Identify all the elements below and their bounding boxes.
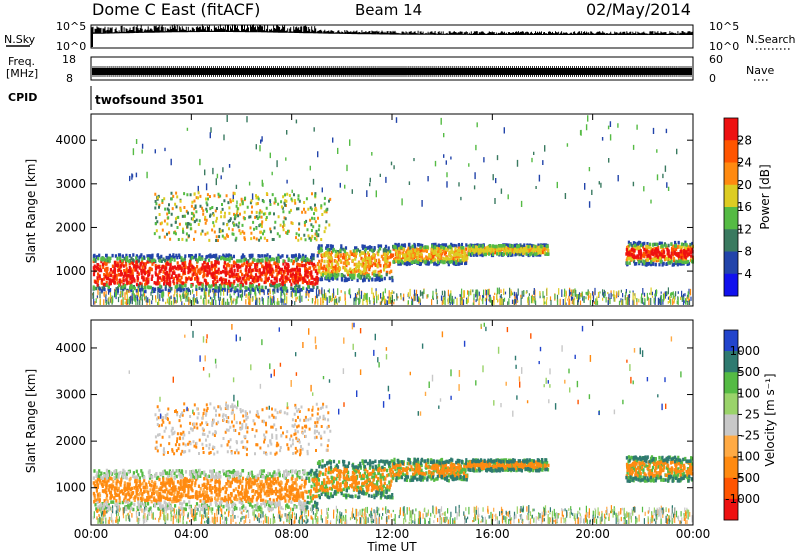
nsky-trace [90,24,693,47]
colorbar-swatch [724,229,738,252]
power-echo-cells [92,247,694,287]
freq-trace [90,66,692,77]
ytick-label: 4000 [55,341,86,355]
colorbar-tick-label: 8 [744,245,752,259]
velocity-ylabel: Slant Range [km] [24,369,38,473]
power-echo-cells [99,191,695,305]
freq-tick-bottom: 8 [66,72,73,85]
freq-tick-top: 18 [62,53,76,66]
colorbar-swatch [724,372,738,394]
nave-tick-bottom: 0 [709,72,716,85]
power-ylabel: Slant Range [km] [24,159,38,263]
velocity-echo-cells [172,327,667,409]
date-title: 02/May/2014 [586,0,691,19]
colorbar-swatch [724,351,738,373]
colorbar-tick-label: 20 [737,178,752,192]
colorbar-tick-label: 1000 [729,344,760,358]
velocity-panel: 1000 2000 3000 4000 00:00 04:00 08:00 12:00 16:… [24,114,777,554]
velocity-echo-cells [92,345,693,524]
freq-label: Freq. [8,55,35,68]
freq-panel: Freq. [MHz] 18 8 60 0 Nave [6,53,774,85]
xtick-label: 00:00 [676,527,711,541]
colorbar-frame [723,329,739,521]
colorbar-swatch [724,477,738,500]
power-colorbar: 4 8 12 16 20 24 28 [723,117,752,297]
velocity-xticks: 00:00 04:00 08:00 12:00 16:00 20:00 00:00 [74,114,711,541]
nave-label: Nave [746,64,774,77]
nsky-tick-bottom: 10^0 [56,40,86,53]
colorbar-swatch [724,251,738,275]
nsky-label: N.Sky [4,33,36,46]
velocity-echo-cells [93,322,694,524]
ytick-label: 2000 [55,220,86,234]
colorbar-swatch [724,330,738,352]
cpid-label: CPID [8,91,37,104]
nsky-frame [90,24,694,49]
colorbar-swatch [724,118,738,141]
colorbar-swatch [724,435,738,457]
velocity-field [92,322,694,524]
ytick-label: 1000 [55,264,86,278]
colorbar-tick-label: -1000 [725,492,760,506]
xtick-label: 12:00 [375,527,410,541]
colorbar-tick-label: 28 [737,133,752,147]
colorbar-tick-label: 100 [737,386,760,400]
colorbar-tick-label: 12 [737,222,752,236]
velocity-colorbar-label: Velocity [m s⁻¹] [763,373,777,466]
power-field [92,115,695,305]
colorbar-swatch [724,184,738,208]
ytick-label: 1000 [55,481,86,495]
velocity-echo-cells [159,322,666,419]
cpid-value: twofsound 3501 [95,93,204,107]
nsky-series [90,24,693,35]
cpid-panel: CPID twofsound 3501 [8,86,204,110]
nsearch-label: N.Search [746,33,796,46]
colorbar-tick-label: 4 [744,267,752,281]
ytick-label: 4000 [55,133,86,147]
colorbar-swatch [724,162,738,186]
colorbar-tick-label: -500 [733,471,760,485]
power-panel: 1000 2000 3000 4000 Slant Range [km] 4 8 12 16… [24,113,772,307]
colorbar-swatch [724,273,738,297]
nave-tick-top: 60 [709,53,723,66]
colorbar-tick-label: -25 [740,429,760,443]
nsky-tick-top: 10^5 [56,20,86,33]
colorbar-swatch [724,456,738,479]
colorbar-tick-label: 25 [745,407,760,421]
colorbar-swatch [724,207,738,230]
xtick-label: 20:00 [575,527,610,541]
nsky-panel: N.Sky 10^5 10^0 10^5 10^0 N.Search [4,20,796,53]
colorbar-tick-label: 24 [737,156,752,170]
colorbar-swatch [724,498,738,521]
colorbar-tick-label: 500 [737,365,760,379]
xtick-label: 08:00 [274,527,309,541]
power-echo-cells [92,117,694,305]
nsearch-tick-top: 10^5 [709,20,739,33]
xtick-label: 04:00 [174,527,209,541]
power-colorbar-label: Power [dB] [758,164,772,229]
velocity-yticks: 1000 2000 3000 4000 [55,341,693,495]
power-yticks: 1000 2000 3000 4000 [55,133,693,278]
colorbar-swatch [724,140,738,163]
xtick-label: 00:00 [74,527,109,541]
colorbar-tick-label: -100 [733,450,760,464]
colorbar-swatch [724,414,738,436]
colorbar-swatch [724,393,738,415]
xtick-label: 16:00 [475,527,510,541]
station-title: Dome C East (fitACF) [92,0,260,19]
ytick-label: 2000 [55,434,86,448]
freq-unit: [MHz] [6,67,38,80]
freq-series [90,66,692,77]
colorbar-tick-label: 16 [737,200,752,214]
nsearch-tick-bottom: 10^0 [709,40,739,53]
ytick-label: 3000 [55,177,86,191]
velocity-colorbar: 1000 500 100 25 -25 -100 -500 -1000 [723,329,760,521]
ytick-label: 3000 [55,388,86,402]
beam-title: Beam 14 [355,1,422,19]
time-xlabel: Time UT [366,540,417,554]
